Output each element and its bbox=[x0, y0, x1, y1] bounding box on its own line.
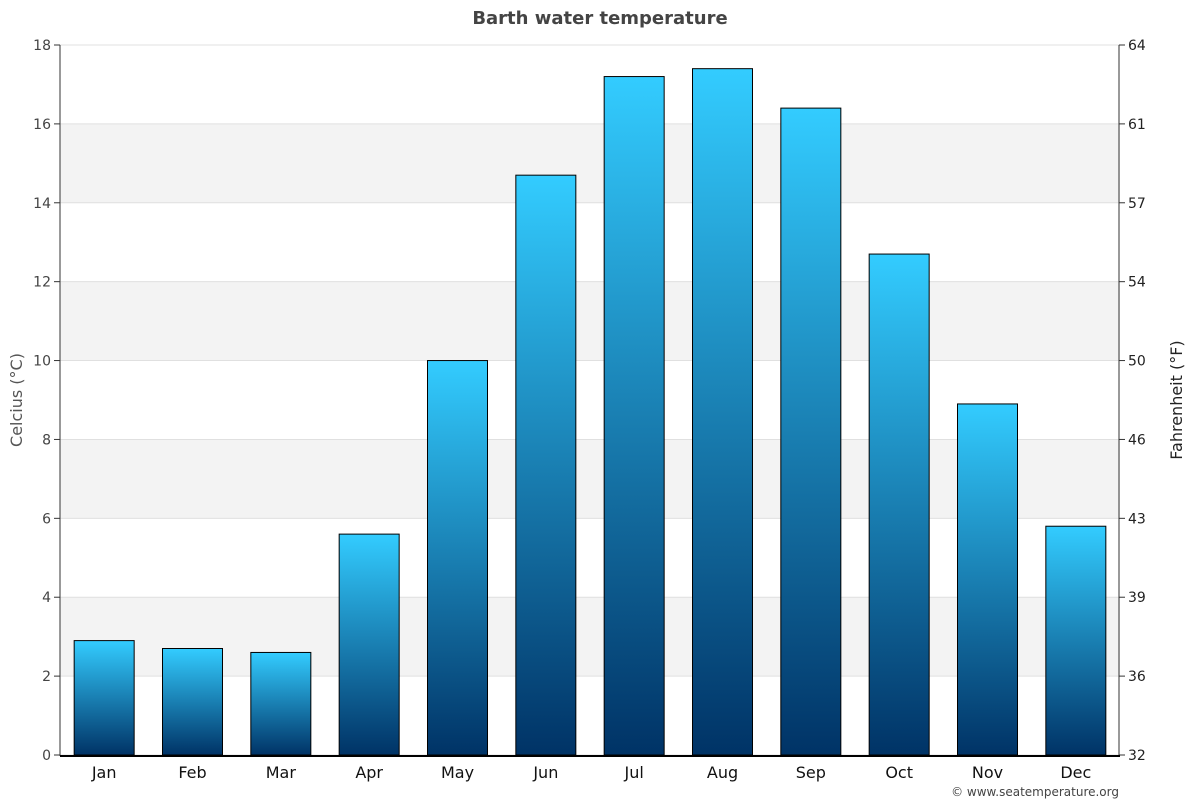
x-tick-label: Nov bbox=[972, 763, 1003, 782]
x-tick-label: Apr bbox=[355, 763, 383, 782]
x-tick-label: Jul bbox=[624, 763, 644, 782]
y-tick-label-left: 8 bbox=[42, 432, 51, 448]
bar-nov bbox=[957, 403, 1018, 756]
y-tick-label-left: 12 bbox=[33, 275, 51, 291]
y-axis-label-right: Fahrenheit (°F) bbox=[1167, 340, 1186, 459]
x-tick-label: Feb bbox=[178, 763, 206, 782]
bar-aug bbox=[692, 68, 753, 756]
y-tick-label-left: 0 bbox=[42, 748, 51, 764]
y-tick-label-left: 6 bbox=[42, 511, 51, 527]
grid-band bbox=[60, 123, 1120, 203]
y-tick-label-right: 39 bbox=[1128, 590, 1146, 606]
y-tick-label-right: 57 bbox=[1128, 196, 1146, 212]
x-tick-label: Oct bbox=[885, 763, 913, 782]
y-tick-label-left: 18 bbox=[33, 38, 51, 54]
x-tick-label: May bbox=[441, 763, 474, 782]
bar-jul bbox=[603, 76, 665, 756]
x-tick-label: Jun bbox=[532, 763, 558, 782]
y-tick-label-left: 10 bbox=[33, 354, 51, 370]
y-tick-label-left: 4 bbox=[42, 590, 51, 606]
credit-text: © www.seatemperature.org bbox=[951, 785, 1119, 799]
bar-jan bbox=[73, 640, 135, 756]
y-tick-label-left: 14 bbox=[33, 196, 51, 212]
y-tick-label-left: 2 bbox=[42, 669, 51, 685]
y-tick-label-right: 50 bbox=[1128, 354, 1146, 370]
bar-sep bbox=[780, 107, 842, 756]
x-tick-label: Sep bbox=[796, 763, 826, 782]
x-tick-label: Aug bbox=[707, 763, 738, 782]
y-tick-label-right: 43 bbox=[1128, 511, 1146, 527]
bar-feb bbox=[162, 648, 223, 756]
y-tick-label-right: 61 bbox=[1128, 117, 1146, 133]
bar-dec bbox=[1045, 525, 1107, 756]
y-tick-label-left: 16 bbox=[33, 117, 51, 133]
y-tick-label-right: 46 bbox=[1128, 432, 1146, 448]
x-tick-label: Dec bbox=[1060, 763, 1091, 782]
x-tick-label: Mar bbox=[266, 763, 297, 782]
y-tick-label-right: 32 bbox=[1128, 748, 1146, 764]
bar-apr bbox=[338, 533, 400, 756]
bar-oct bbox=[868, 253, 930, 756]
bar-may bbox=[427, 360, 488, 756]
grid-band bbox=[60, 597, 1120, 677]
bar-mar bbox=[250, 651, 312, 756]
grid-band bbox=[60, 281, 1120, 361]
grid-band bbox=[60, 439, 1120, 519]
chart-title: Barth water temperature bbox=[472, 8, 727, 29]
y-tick-label-right: 64 bbox=[1128, 38, 1146, 54]
bar-jun bbox=[515, 174, 577, 756]
y-axis-label-left: Celcius (°C) bbox=[7, 353, 26, 447]
y-tick-label-right: 54 bbox=[1128, 275, 1146, 291]
y-tick-label-right: 36 bbox=[1128, 669, 1146, 685]
x-tick-label: Jan bbox=[91, 763, 117, 782]
